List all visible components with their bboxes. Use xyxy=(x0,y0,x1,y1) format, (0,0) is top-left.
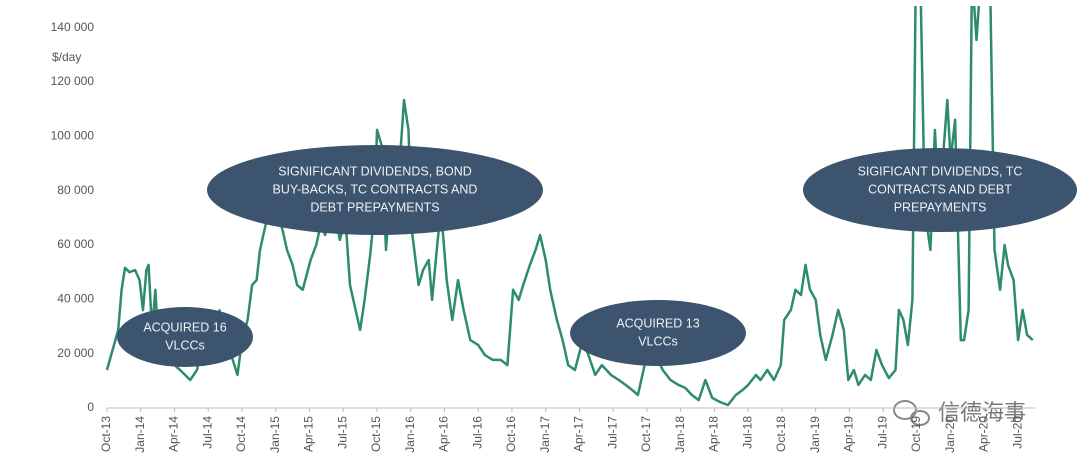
annotation-text: BUY-BACKS, TC CONTRACTS AND xyxy=(273,182,478,196)
y-tick-label: 80 000 xyxy=(57,183,94,197)
x-tick-label: Apr-15 xyxy=(302,416,316,452)
y-tick-label: 120 000 xyxy=(51,74,95,88)
annotation-text: CONTRACTS AND DEBT xyxy=(868,182,1012,196)
x-tick-label: Jul-17 xyxy=(605,416,619,449)
annotation-text: ACQUIRED 13 xyxy=(616,316,699,330)
x-tick-label: Jul-14 xyxy=(200,416,214,449)
annotation-text: DEBT PREPAYMENTS xyxy=(310,200,439,214)
x-tick-label: Jan-19 xyxy=(808,416,822,453)
annotation-bubble xyxy=(207,145,543,235)
x-tick-label: Oct-14 xyxy=(234,416,248,452)
x-tick-label: Apr-17 xyxy=(572,416,586,452)
annotation-text: SIGNIFICANT DIVIDENDS, BOND xyxy=(278,164,472,178)
annotation-bubble xyxy=(117,307,253,367)
y-tick-label: 0 xyxy=(87,400,94,414)
y-axis-label: $/day xyxy=(52,50,81,64)
x-tick-label: Jul-20 xyxy=(1010,416,1024,449)
watermark-icon xyxy=(893,400,930,426)
x-tick-label: Jul-19 xyxy=(875,416,889,449)
x-tick-label: Apr-20 xyxy=(977,416,991,452)
x-tick-label: Jul-16 xyxy=(470,416,484,449)
x-tick-label: Oct-13 xyxy=(99,416,113,452)
x-tick-label: Jan-15 xyxy=(268,416,282,453)
y-tick-label: 140 000 xyxy=(51,20,95,34)
annotation-text: PREPAYMENTS xyxy=(894,200,987,214)
x-tick-label: Oct-16 xyxy=(504,416,518,452)
x-tick-label: Jan-14 xyxy=(133,416,147,453)
y-tick-label: 40 000 xyxy=(57,292,94,306)
annotation-text: VLCCs xyxy=(165,338,205,352)
x-tick-label: Jan-16 xyxy=(403,416,417,453)
x-tick-label: Oct-18 xyxy=(774,416,788,452)
watermark: 信德海事 xyxy=(938,400,1026,425)
x-tick-label: Oct-15 xyxy=(369,416,383,452)
y-tick-label: 100 000 xyxy=(51,129,95,143)
x-tick-label: Jul-18 xyxy=(740,416,754,449)
y-tick-label: 20 000 xyxy=(57,346,94,360)
annotation-bubble xyxy=(570,300,746,366)
x-tick-label: Jan-20 xyxy=(943,416,957,453)
annotation-bubble xyxy=(803,148,1077,232)
x-tick-label: Apr-14 xyxy=(167,416,181,452)
x-tick-label: Oct-17 xyxy=(639,416,653,452)
y-tick-label: 60 000 xyxy=(57,237,94,251)
x-tick-label: Oct-19 xyxy=(909,416,923,452)
annotation-text: ACQUIRED 16 xyxy=(143,320,226,334)
x-tick-label: Apr-18 xyxy=(707,416,721,452)
annotation-text: SIGIFICANT DIVIDENDS, TC xyxy=(858,164,1023,178)
x-tick-label: Jan-17 xyxy=(538,416,552,453)
x-tick-label: Jan-18 xyxy=(673,416,687,453)
x-tick-label: Jul-15 xyxy=(335,416,349,449)
data-line xyxy=(105,6,1034,407)
x-tick-label: Apr-19 xyxy=(842,416,856,452)
annotation-text: VLCCs xyxy=(638,334,678,348)
x-tick-label: Apr-16 xyxy=(437,416,451,452)
